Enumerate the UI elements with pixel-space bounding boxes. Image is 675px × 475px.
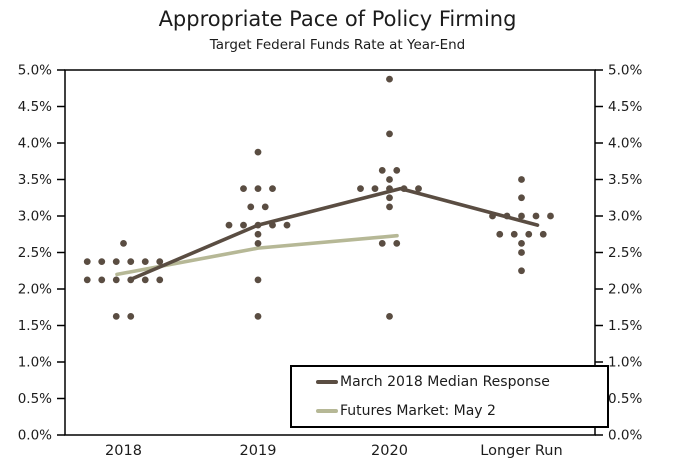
respondent-dot [98, 276, 106, 284]
respondent-dot [400, 185, 408, 193]
respondent-dot [156, 276, 164, 284]
respondent-dot [386, 194, 393, 202]
respondent-dot [518, 194, 525, 202]
x-axis-label: 2019 [240, 443, 277, 459]
respondent-dot [539, 230, 547, 238]
legend-item-futures: Futures Market: May 2 [316, 398, 607, 424]
respondent-dot [261, 203, 269, 211]
respondent-dot [269, 185, 276, 193]
y-axis-label-right: 3.5% [608, 172, 642, 188]
respondent-dot [247, 203, 255, 211]
legend-label-median: March 2018 Median Response [340, 373, 550, 390]
respondent-dot [120, 239, 127, 247]
respondent-dot [225, 221, 233, 229]
respondent-dot [254, 185, 262, 193]
respondent-dot [371, 185, 379, 193]
respondent-dot [386, 185, 393, 193]
y-axis-label-right: 4.0% [608, 136, 642, 152]
respondent-dot [112, 312, 120, 320]
respondent-dot [386, 203, 393, 211]
y-axis-label-right: 0.0% [608, 428, 642, 444]
x-axis-label: 2018 [105, 443, 142, 459]
respondent-dot [127, 312, 135, 320]
y-axis-label-right: 1.5% [608, 318, 642, 334]
y-axis-label-left: 3.0% [18, 209, 52, 225]
y-axis-label-left: 4.0% [18, 136, 52, 152]
respondent-dot [386, 312, 393, 320]
respondent-dot [393, 166, 401, 174]
respondent-dot [254, 230, 262, 238]
y-axis-label-left: 1.0% [18, 355, 52, 371]
y-axis-label-left: 0.5% [18, 391, 52, 407]
respondent-dot [240, 221, 247, 229]
median-line-swatch [316, 379, 338, 384]
respondent-dot [141, 258, 149, 266]
respondent-dot [254, 221, 262, 229]
respondent-dot [518, 267, 525, 275]
respondent-dot [518, 176, 525, 183]
respondent-dot [386, 75, 393, 83]
legend-label-futures: Futures Market: May 2 [340, 403, 496, 420]
respondent-dot [98, 258, 106, 266]
respondent-dot [269, 221, 276, 229]
chart-title: Appropriate Pace of Policy Firming [158, 7, 517, 31]
respondent-dot [83, 258, 91, 266]
respondent-dot [496, 230, 504, 238]
respondent-dot [518, 239, 525, 247]
respondent-dot [386, 130, 393, 138]
respondent-dot [254, 312, 262, 320]
respondent-dot [510, 230, 518, 238]
respondent-dot [378, 239, 386, 247]
y-axis-label-left: 2.0% [18, 282, 52, 298]
respondent-dot [525, 230, 533, 238]
chart-subtitle: Target Federal Funds Rate at Year-End [209, 37, 466, 53]
respondent-dot [357, 185, 364, 193]
y-axis-label-right: 2.0% [608, 282, 642, 298]
y-axis-label-right: 1.0% [608, 355, 642, 371]
respondent-dot [415, 185, 422, 193]
y-axis-label-right: 5.0% [608, 63, 642, 79]
respondent-dot [254, 148, 262, 156]
respondent-dot [112, 276, 120, 284]
median-line [127, 186, 540, 282]
respondent-dot [156, 258, 164, 266]
x-axis-label: 2020 [371, 443, 408, 459]
futures-line-swatch [316, 409, 338, 414]
respondent-dot [393, 239, 401, 247]
x-axis-label: Longer Run [480, 443, 562, 459]
respondent-dot [254, 276, 262, 284]
y-axis-label-left: 3.5% [18, 172, 52, 188]
respondent-dot [127, 258, 135, 266]
y-axis-label-right: 2.5% [608, 245, 642, 261]
respondent-dot [254, 239, 262, 247]
respondent-dot [240, 185, 247, 193]
y-axis-label-left: 1.5% [18, 318, 52, 334]
respondent-dot [503, 212, 511, 220]
respondent-dot [112, 258, 120, 266]
respondent-dot [386, 176, 393, 183]
y-axis-label-right: 0.5% [608, 391, 642, 407]
legend: March 2018 Median Response Futures Marke… [290, 365, 609, 428]
respondent-dot [283, 221, 291, 229]
respondent-dot [532, 212, 540, 220]
y-axis-label-left: 5.0% [18, 63, 52, 79]
y-axis-label-left: 0.0% [18, 428, 52, 444]
respondent-dot [518, 249, 525, 256]
respondent-dot [518, 212, 525, 220]
respondent-dot [547, 212, 554, 220]
respondent-dot [141, 276, 149, 284]
y-axis-label-right: 4.5% [608, 99, 642, 115]
legend-item-median: March 2018 Median Response [316, 369, 607, 395]
respondent-dot [127, 276, 135, 284]
y-axis-label-right: 3.0% [608, 209, 642, 225]
y-axis-label-left: 2.5% [18, 245, 52, 261]
respondent-dot [378, 166, 386, 174]
respondent-dot [83, 276, 91, 284]
respondent-dot [489, 212, 496, 220]
y-axis-label-left: 4.5% [18, 99, 52, 115]
